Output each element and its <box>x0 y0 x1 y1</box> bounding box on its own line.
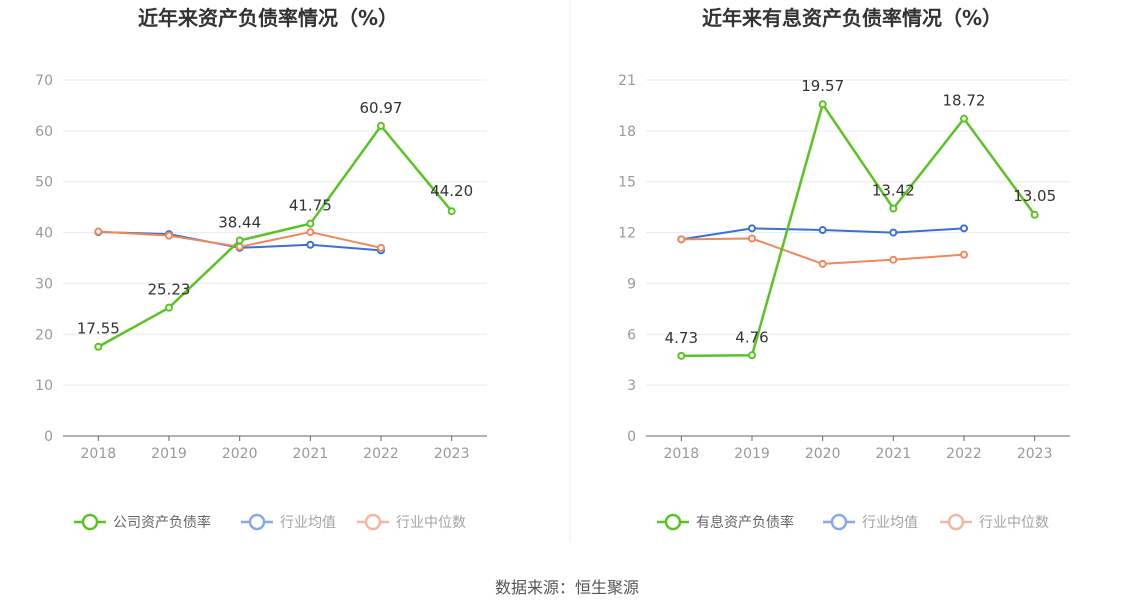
data-point-company[interactable] <box>889 204 898 213</box>
legend-item-median[interactable]: 行业中位数 <box>357 513 466 531</box>
data-point-median[interactable] <box>306 228 315 237</box>
data-label: 25.23 <box>148 281 191 299</box>
data-point-avg[interactable] <box>960 224 968 233</box>
legend-label: 行业均值 <box>280 515 336 531</box>
y-tick-label: 21 <box>618 73 636 89</box>
x-tick-label: 2020 <box>805 446 841 462</box>
y-tick-label: 6 <box>627 327 636 343</box>
legend-label: 公司资产负债率 <box>113 514 211 531</box>
x-tick-label: 2019 <box>151 446 187 462</box>
data-label: 38.44 <box>218 214 261 232</box>
left-chart: 近年来资产负债率情况（%） 0 10 20 30 40 50 60 70 2018 2019 2020… <box>35 6 487 531</box>
data-point-company[interactable] <box>377 121 385 130</box>
y-tick-label: 9 <box>627 276 636 292</box>
legend-label: 行业中位数 <box>396 515 466 531</box>
x-tick-label: 2018 <box>81 446 117 462</box>
x-tick-label: 2021 <box>876 446 912 462</box>
y-tick-label: 0 <box>627 429 636 445</box>
x-tick-label: 2018 <box>664 446 700 462</box>
data-point-avg[interactable] <box>306 240 315 249</box>
data-point-company[interactable] <box>748 351 756 360</box>
x-tick-label: 2022 <box>946 446 982 462</box>
x-tick-label: 2023 <box>1017 446 1053 462</box>
y-tick-label: 20 <box>35 327 53 343</box>
data-point-median[interactable] <box>377 243 385 252</box>
series-line-company <box>97 124 453 348</box>
data-point-median[interactable] <box>165 231 173 240</box>
x-tick-label: 2023 <box>434 446 470 462</box>
data-label: 13.05 <box>1013 187 1056 205</box>
chart-title: 近年来有息资产负债率情况（%） <box>702 6 1002 30</box>
y-tick-label: 10 <box>35 378 53 394</box>
x-tick-label: 2019 <box>734 446 770 462</box>
data-point-company[interactable] <box>1030 210 1039 219</box>
data-point-median[interactable] <box>94 227 103 236</box>
x-tick-label: 2021 <box>293 446 329 462</box>
legend-item-avg[interactable]: 行业均值 <box>241 513 336 531</box>
legend-label: 行业中位数 <box>979 515 1049 531</box>
source-note: 数据来源：恒生聚源 <box>495 578 639 597</box>
legend-marker <box>81 513 99 531</box>
data-point-avg[interactable] <box>748 224 756 233</box>
data-label: 44.20 <box>430 182 473 200</box>
x-tick-label: 2020 <box>222 446 258 462</box>
data-point-median[interactable] <box>818 259 827 268</box>
legend-label: 行业均值 <box>862 515 918 531</box>
y-tick-label: 70 <box>35 73 53 89</box>
data-label: 60.97 <box>360 99 403 117</box>
legend-item-avg[interactable]: 行业均值 <box>823 513 918 531</box>
y-tick-label: 0 <box>44 429 53 445</box>
y-tick-label: 15 <box>618 175 636 191</box>
y-tick-label: 40 <box>35 226 53 242</box>
chart-title: 近年来资产负债率情况（%） <box>138 6 398 30</box>
data-label: 19.57 <box>801 77 844 95</box>
legend-marker <box>830 513 848 531</box>
data-point-avg[interactable] <box>818 226 827 235</box>
series-line-company <box>681 102 1036 358</box>
data-point-company[interactable] <box>306 219 315 228</box>
data-point-median[interactable] <box>677 235 686 244</box>
y-tick-label: 18 <box>618 124 636 140</box>
data-label: 13.42 <box>872 181 915 199</box>
data-point-company[interactable] <box>94 342 103 351</box>
data-label: 17.55 <box>77 320 120 338</box>
data-point-avg[interactable] <box>889 228 898 237</box>
right-chart: 近年来有息资产负债率情况（%） 0 3 6 9 12 15 18 21 2018 2019 2020 2… <box>618 6 1070 531</box>
data-point-company[interactable] <box>235 236 244 245</box>
data-point-median[interactable] <box>889 255 898 264</box>
legend-marker <box>364 513 382 531</box>
y-tick-label: 3 <box>627 378 636 394</box>
y-tick-label: 30 <box>35 276 53 292</box>
legend-marker <box>947 513 965 531</box>
y-tick-label: 50 <box>35 175 53 191</box>
y-tick-label: 12 <box>618 226 636 242</box>
data-point-company[interactable] <box>165 303 173 312</box>
legend-marker <box>248 513 266 531</box>
y-tick-label: 60 <box>35 124 53 140</box>
legend-item-company[interactable]: 有息资产负债率 <box>657 513 794 531</box>
data-point-company[interactable] <box>677 351 686 360</box>
data-point-company[interactable] <box>447 207 456 216</box>
data-point-median[interactable] <box>748 234 756 243</box>
data-point-median[interactable] <box>960 250 968 259</box>
data-point-median[interactable] <box>235 242 244 251</box>
data-label: 4.73 <box>665 329 698 347</box>
data-label: 4.76 <box>735 328 768 346</box>
data-point-company[interactable] <box>818 100 827 109</box>
legend-marker <box>664 513 682 531</box>
legend-item-company[interactable]: 公司资产负债率 <box>74 513 211 531</box>
legend-item-median[interactable]: 行业中位数 <box>940 513 1049 531</box>
legend-label: 有息资产负债率 <box>696 514 794 531</box>
data-point-company[interactable] <box>960 114 968 123</box>
data-label: 18.72 <box>943 92 986 110</box>
data-label: 41.75 <box>289 197 332 215</box>
x-tick-label: 2022 <box>363 446 399 462</box>
